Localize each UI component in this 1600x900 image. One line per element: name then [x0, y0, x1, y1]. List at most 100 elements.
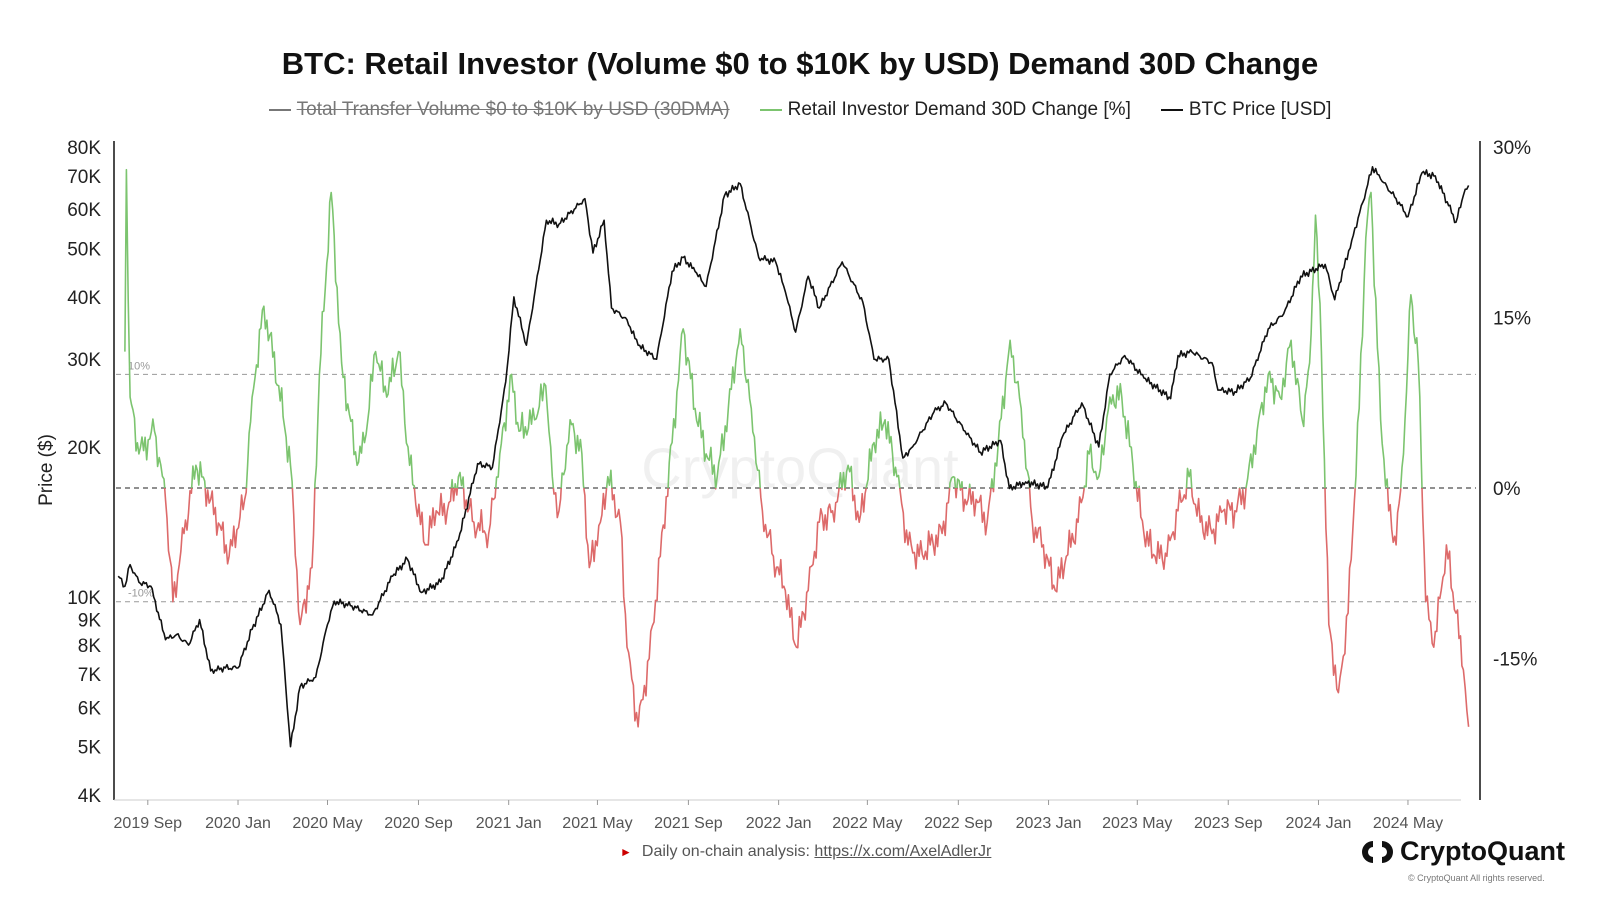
demand-segment-43 — [1028, 487, 1085, 593]
demand-segment-15 — [552, 488, 562, 519]
x-tick-2023-May: 2023 May — [1102, 815, 1172, 832]
demand-segment-1 — [163, 488, 193, 603]
demand-segment-56 — [1399, 293, 1423, 489]
footer-attribution: ► Daily on-chain analysis: https://x.com/… — [620, 843, 991, 861]
y-tick-left-80K: 80K — [67, 138, 101, 159]
legend-swatch-retail-demand — [759, 109, 782, 111]
x-tick-2023-Sep: 2023 Sep — [1194, 815, 1263, 832]
demand-segment-16 — [560, 418, 585, 489]
demand-segment-23 — [759, 488, 840, 649]
x-tick-2020-Jan: 2020 Jan — [205, 815, 271, 832]
demand-segment-9 — [451, 488, 456, 502]
y-tick-right--15%: -15% — [1493, 650, 1537, 671]
legend-item-transfer-volume[interactable]: Total Transfer Volume $0 to $10K by USD … — [268, 99, 730, 121]
demand-segment-54 — [1354, 191, 1389, 489]
demand-segment-26 — [841, 471, 846, 489]
y-tick-left-50K: 50K — [67, 240, 101, 261]
demand-segment-39 — [969, 488, 992, 536]
demand-segment-51 — [1238, 488, 1247, 510]
demand-segment-37 — [961, 488, 971, 512]
flag-icon: ► — [620, 845, 632, 859]
y-tick-left-5K: 5K — [78, 738, 102, 759]
demand-segment-28 — [844, 464, 854, 489]
price-line — [117, 166, 1470, 748]
demand-segment-6 — [314, 191, 416, 489]
demand-segment-17 — [583, 487, 608, 569]
demand-segment-31 — [899, 488, 951, 570]
y-tick-left-40K: 40K — [67, 288, 101, 309]
y-tick-right-0%: 0% — [1493, 479, 1521, 500]
x-tick-2021-Sep: 2021 Sep — [654, 815, 723, 832]
y-tick-left-9K: 9K — [78, 611, 102, 632]
x-tick-2024-Jan: 2024 Jan — [1286, 815, 1352, 832]
demand-segment-42 — [992, 339, 1031, 489]
demand-segment-47 — [1138, 488, 1188, 571]
legend-swatch-btc-price — [1160, 109, 1183, 111]
cryptoquant-logo-icon — [1362, 840, 1393, 863]
brand-name: CryptoQuant — [1400, 836, 1565, 866]
reference-line-label-0: 10% — [128, 360, 150, 372]
x-tick-2023-Jan: 2023 Jan — [1016, 815, 1082, 832]
y-tick-left-8K: 8K — [78, 636, 102, 657]
demand-segment-12 — [456, 471, 465, 489]
y-tick-left-70K: 70K — [67, 167, 101, 188]
y-tick-left-30K: 30K — [67, 350, 101, 371]
legend-item-retail-demand[interactable]: Retail Investor Demand 30D Change [%] — [759, 99, 1131, 121]
demand-segment-45 — [1135, 488, 1140, 503]
demand-segment-52 — [1245, 214, 1326, 489]
y-tick-left-4K: 4K — [78, 786, 102, 807]
y-tick-left-60K: 60K — [67, 200, 101, 221]
y-tick-right-30%: 30% — [1493, 138, 1531, 159]
demand-segment-29 — [851, 487, 867, 524]
x-tick-2024-May: 2024 May — [1373, 815, 1443, 832]
demand-segment-41 — [992, 488, 995, 493]
demand-segment-7 — [413, 488, 453, 546]
demand-segment-32 — [948, 475, 957, 489]
x-tick-2021-May: 2021 May — [562, 815, 632, 832]
demand-segment-36 — [960, 480, 964, 489]
footer-link[interactable]: https://x.com/AxelAdlerJr — [814, 843, 992, 860]
price-series — [117, 166, 1470, 748]
legend-swatch-transfer-volume — [268, 109, 291, 111]
legend-label-transfer-volume: Total Transfer Volume $0 to $10K by USD … — [296, 99, 730, 120]
y-tick-right-15%: 15% — [1493, 309, 1531, 330]
demand-segment-48 — [1185, 467, 1193, 489]
demand-segment-40 — [990, 478, 994, 489]
x-tick-2022-May: 2022 May — [832, 815, 902, 832]
demand-segment-19 — [611, 488, 669, 728]
y-tick-left-6K: 6K — [78, 698, 102, 719]
legend-label-btc-price: BTC Price [USD] — [1188, 99, 1332, 120]
y-axis-left-label: Price ($) — [36, 434, 57, 506]
y-tick-left-20K: 20K — [67, 438, 101, 459]
demand-segment-14 — [495, 373, 555, 489]
demand-segment-34 — [956, 478, 961, 489]
demand-segment-8 — [450, 478, 454, 489]
reference-line-label-2: -10% — [128, 588, 154, 600]
demand-segment-22 — [715, 328, 761, 489]
x-tick-2022-Sep: 2022 Sep — [924, 815, 993, 832]
demand-segment-4 — [245, 305, 294, 489]
chart-watermark: CryptoQuant — [641, 436, 959, 499]
x-tick-2021-Jan: 2021 Jan — [476, 815, 542, 832]
demand-segment-3 — [204, 488, 248, 565]
legend-item-btc-price[interactable]: BTC Price [USD] — [1160, 99, 1332, 121]
demand-segment-44 — [1083, 382, 1138, 489]
demand-segment-55 — [1386, 488, 1402, 546]
y-tick-left-10K: 10K — [67, 588, 101, 609]
x-tick-2020-Sep: 2020 Sep — [384, 815, 453, 832]
footer-text: Daily on-chain analysis: — [641, 843, 815, 860]
brand-logo: CryptoQuant — [1360, 836, 1565, 867]
chart-title: BTC: Retail Investor (Volume $0 to $10K … — [281, 46, 1319, 81]
demand-series — [124, 168, 1470, 728]
demand-segment-38 — [968, 483, 971, 489]
demand-segment-20 — [667, 328, 717, 489]
demand-segment-13 — [462, 488, 497, 549]
demand-segment-24 — [838, 471, 843, 489]
demand-segment-10 — [454, 482, 457, 489]
demand-segment-18 — [605, 469, 613, 489]
x-tick-2022-Jan: 2022 Jan — [746, 815, 812, 832]
legend-label-retail-demand: Retail Investor Demand 30D Change [%] — [787, 99, 1131, 120]
copyright-text: © CryptoQuant All rights reserved. — [1408, 873, 1545, 883]
